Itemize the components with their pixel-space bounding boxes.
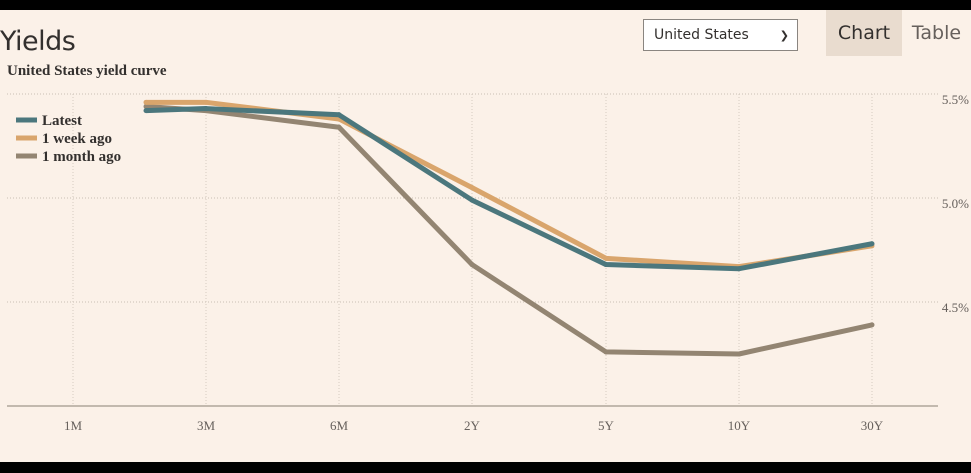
country-select[interactable]: United States ❯ — [643, 19, 798, 51]
data-point — [603, 349, 609, 355]
country-select-value: United States — [654, 27, 749, 43]
tab-chart[interactable]: Chart — [826, 10, 902, 56]
x-tick-label: 3M — [197, 418, 216, 433]
data-point — [143, 99, 149, 105]
data-point — [469, 197, 475, 203]
data-point — [869, 322, 875, 328]
series-line-latest — [145, 106, 873, 272]
chevron-down-icon: ❯ — [779, 28, 789, 42]
yield-curve-chart: 1M 3M 6M 2Y 5Y 10Y 30Y 4.5% 5.0% 5.5% Latest 1 we… — [7, 92, 969, 433]
yields-panel: Yields United States yield curve United … — [0, 10, 971, 462]
legend-label: 1 week ago — [42, 131, 112, 147]
x-tick-label: 2Y — [464, 418, 481, 433]
y-tick-label: 5.5% — [942, 92, 969, 107]
legend-label: 1 month ago — [42, 149, 121, 165]
data-point — [869, 241, 875, 247]
chart-title: United States yield curve — [7, 63, 167, 79]
x-tick-label: 10Y — [728, 418, 751, 433]
data-point — [336, 124, 342, 130]
data-point — [469, 185, 475, 191]
data-point — [736, 351, 742, 357]
data-point — [736, 266, 742, 272]
y-tick-label: 5.0% — [942, 196, 969, 211]
x-tick-label: 1M — [64, 418, 83, 433]
series-line-1-month-ago — [145, 103, 873, 357]
x-tick-label: 6M — [330, 418, 349, 433]
data-point — [203, 106, 209, 112]
data-point — [143, 108, 149, 114]
data-point — [603, 255, 609, 261]
y-tick-label: 4.5% — [942, 300, 969, 315]
data-point — [203, 99, 209, 105]
data-point — [603, 262, 609, 268]
x-tick-label: 5Y — [598, 418, 615, 433]
data-point — [336, 112, 342, 118]
x-tick-label: 30Y — [861, 418, 884, 433]
legend-label: Latest — [42, 113, 82, 129]
tab-table[interactable]: Table — [911, 22, 962, 44]
data-point — [143, 103, 149, 109]
data-point — [469, 262, 475, 268]
series-line-1-week-ago — [146, 99, 873, 270]
page-title: Yields — [0, 26, 76, 57]
